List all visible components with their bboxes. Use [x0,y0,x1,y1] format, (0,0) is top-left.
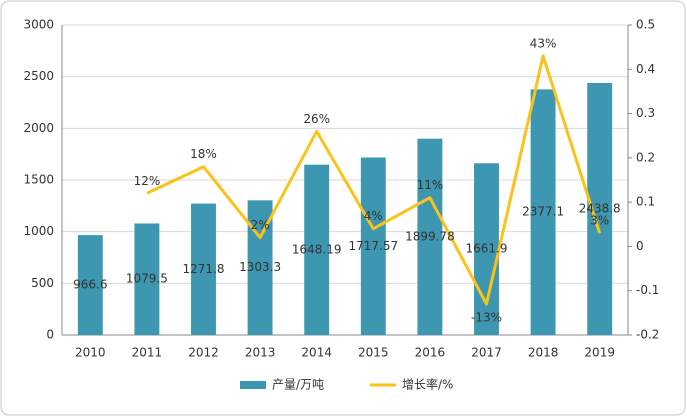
x-tick-label: 2013 [245,346,276,360]
y2-tick-label: 0.3 [636,106,655,120]
line-value-label: 26% [303,112,330,126]
y2-tick-label: -0.1 [636,283,659,297]
bar-value-label: 1717.57 [348,239,398,253]
line-value-label: 43% [530,37,557,51]
bar-value-label: 2377.1 [522,205,564,219]
y2-tick-label: 0.2 [636,150,655,164]
x-tick-label: 2010 [75,346,106,360]
y-tick-label: 500 [31,276,54,290]
x-tick-label: 2011 [132,346,163,360]
legend-swatch [240,381,266,389]
bar-value-label: 1648.19 [292,242,342,256]
line-value-label: 11% [417,178,444,192]
x-tick-label: 2012 [188,346,219,360]
y2-tick-label: -0.2 [636,328,659,342]
line-value-label: 2% [251,218,270,232]
x-tick-label: 2015 [358,346,389,360]
line-value-label: 3% [590,214,609,228]
bar [77,235,103,335]
y-tick-label: 2500 [23,69,54,83]
y-tick-label: 1000 [23,224,54,238]
legend-label: 增长率/% [402,377,453,392]
y2-tick-label: 0.5 [636,18,655,32]
x-tick-label: 2018 [528,346,559,360]
bar [474,163,499,335]
bar-value-label: 2438.8 [579,201,621,215]
line [146,54,602,306]
y-tick-label: 0 [46,328,54,342]
y2-tick-label: 0.1 [636,195,655,209]
x-tick-label: 2019 [584,346,615,360]
bar [360,157,386,335]
y2-tick-label: 0.4 [636,62,655,76]
bar [191,203,216,335]
bar-value-label: 966.6 [73,278,107,292]
y-tick-label: 2000 [23,121,54,135]
bar-value-label: 1079.5 [126,272,168,286]
line-value-label: 4% [364,209,383,223]
bar [134,223,160,335]
y2-tick-label: 0 [636,239,644,253]
bar-value-label: 1661.9 [466,242,508,256]
line-value-label: 12% [134,174,161,188]
bar-value-label: 1271.8 [183,262,225,276]
bar [417,138,443,335]
y-tick-label: 3000 [23,18,54,32]
line-value-label: -13% [471,311,502,325]
bar [530,89,556,335]
bar-value-label: 1303.3 [239,260,281,274]
bar-value-label: 1899.78 [405,229,455,243]
y-tick-label: 1500 [23,173,54,187]
x-tick-label: 2014 [301,346,332,360]
x-tick-label: 2017 [471,346,502,360]
x-tick-label: 2016 [415,346,446,360]
bar [304,164,330,335]
legend-label: 产量/万吨 [272,378,324,392]
line-value-label: 18% [190,147,217,161]
